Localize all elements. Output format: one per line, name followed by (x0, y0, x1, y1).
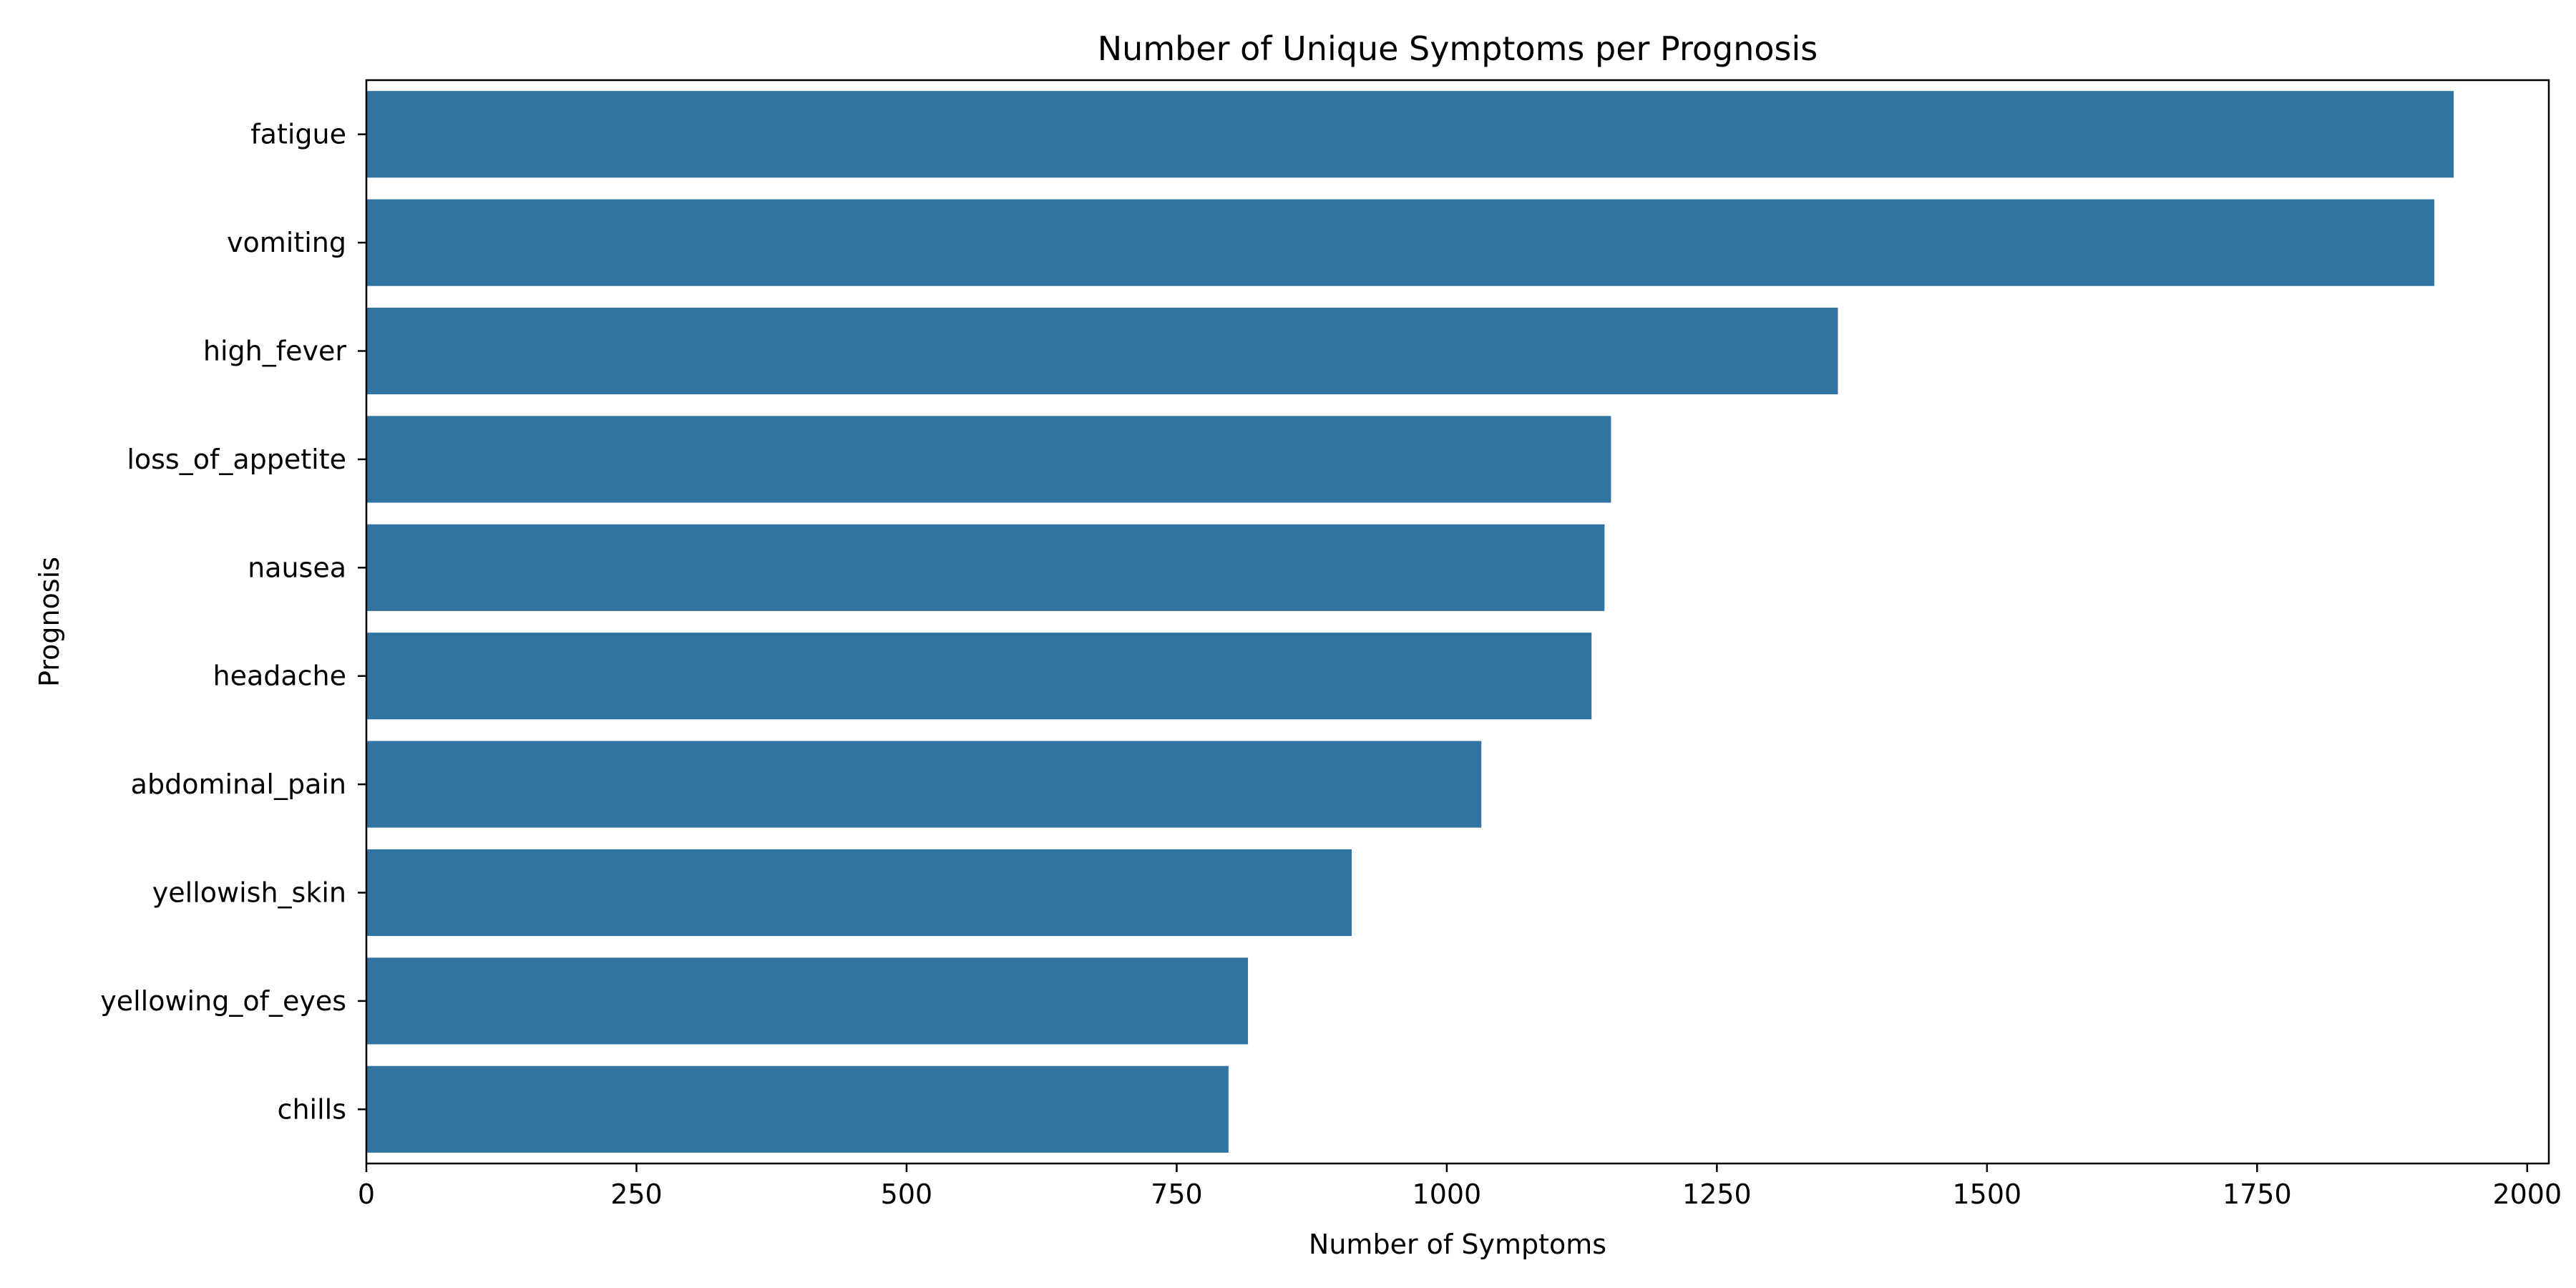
bar-high_fever (366, 307, 1838, 395)
y-tick-label: vomiting (227, 227, 346, 258)
y-tick-label: chills (278, 1093, 346, 1125)
x-tick-label: 250 (610, 1179, 663, 1210)
x-tick-label: 750 (1151, 1179, 1203, 1210)
bar-abdominal_pain (366, 741, 1482, 828)
bar-fatigue (366, 91, 2454, 178)
y-tick-label: nausea (248, 552, 346, 583)
x-axis-ticks: 0 250 500 750 1000 1250 1500 1750 2000 (358, 1163, 2562, 1210)
y-tick-label: yellowing_of_eyes (100, 985, 346, 1017)
x-tick-label: 1750 (2223, 1179, 2292, 1210)
bar-vomiting (366, 199, 2434, 286)
x-tick-label: 1250 (1682, 1179, 1752, 1210)
y-tick-label: abdominal_pain (131, 769, 346, 800)
x-tick-label: 1000 (1413, 1179, 1482, 1210)
y-axis-ticks: fatigue vomiting high_fever loss_of_appetit… (100, 119, 366, 1125)
x-tick-label: 1500 (1952, 1179, 2021, 1210)
y-tick-label: loss_of_appetite (127, 444, 346, 475)
bar-yellowing_of_eyes (366, 957, 1249, 1045)
bar-yellowish_skin (366, 849, 1352, 937)
bars-group (366, 91, 2454, 1153)
bar-loss_of_appetite (366, 416, 1611, 503)
chart-title: Number of Unique Symptoms per Prognosis (1098, 29, 1818, 68)
bar-chills (366, 1065, 1229, 1153)
bar-headache (366, 633, 1592, 720)
y-tick-label: fatigue (250, 119, 346, 150)
bar-nausea (366, 524, 1605, 611)
x-tick-label: 500 (881, 1179, 933, 1210)
y-tick-label: headache (213, 660, 346, 692)
y-axis-label: Prognosis (34, 557, 65, 687)
x-tick-label: 0 (358, 1179, 375, 1210)
y-tick-label: high_fever (203, 336, 346, 367)
x-axis-label: Number of Symptoms (1309, 1229, 1606, 1260)
plot-frame (365, 79, 2550, 1165)
x-tick-label: 2000 (2492, 1179, 2562, 1210)
y-tick-label: yellowish_skin (152, 877, 346, 909)
